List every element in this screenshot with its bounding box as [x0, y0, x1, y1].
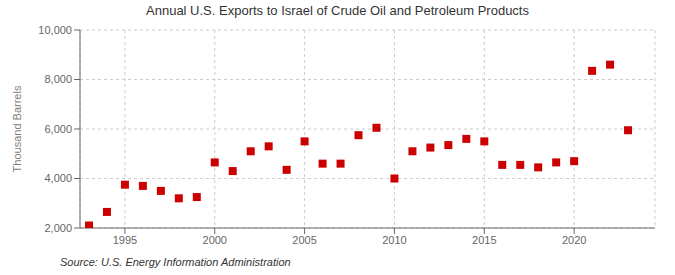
svg-text:1995: 1995 [113, 234, 137, 246]
svg-text:4,000: 4,000 [44, 172, 72, 184]
svg-text:6,000: 6,000 [44, 123, 72, 135]
svg-text:10,000: 10,000 [38, 24, 72, 36]
svg-text:2010: 2010 [382, 234, 406, 246]
html-text:Source: U.S. Energy Informatio: Source: U.S. Energy Information Administ… [60, 256, 291, 268]
svg-text:2000: 2000 [203, 234, 227, 246]
svg-text:2020: 2020 [562, 234, 586, 246]
svg-text:8,000: 8,000 [44, 73, 72, 85]
svg-text:2,000: 2,000 [44, 222, 72, 234]
html-text:Annual U.S. Exports to Israel: Annual U.S. Exports to Israel of Crude O… [146, 3, 529, 18]
svg-text:Thousand Barrels: Thousand Barrels [11, 85, 23, 172]
svg-text:2005: 2005 [292, 234, 316, 246]
svg-text:2015: 2015 [472, 234, 496, 246]
